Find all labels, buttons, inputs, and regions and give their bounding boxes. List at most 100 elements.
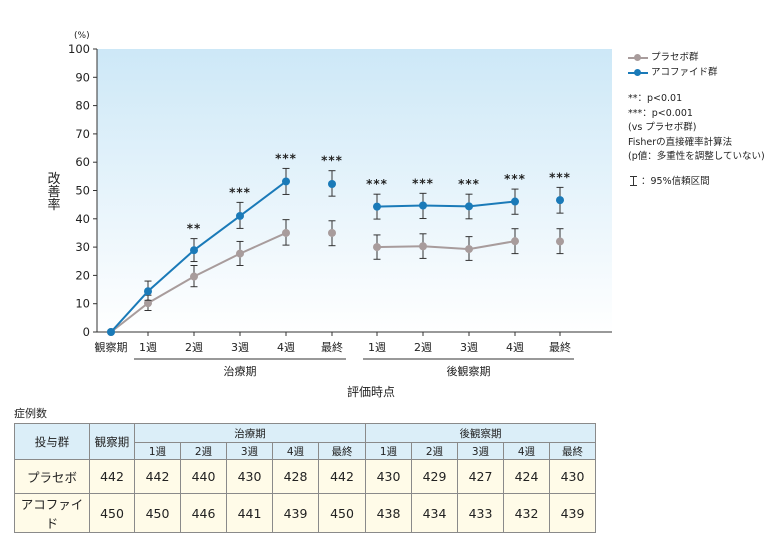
table-cell: 429 <box>411 459 458 494</box>
data-point <box>556 196 564 205</box>
x-tick-label: 4週 <box>277 341 295 354</box>
error-bar-icon <box>630 176 637 186</box>
data-point <box>556 237 564 246</box>
table-cell: 438 <box>365 493 412 533</box>
table-cell: 430 <box>365 459 412 494</box>
y-tick-label: 90 <box>75 70 90 84</box>
legend-placebo-marker <box>628 53 648 63</box>
significance-marker: *** <box>504 172 526 186</box>
y-axis-label: 改善率 <box>45 172 61 211</box>
series-line <box>376 240 516 251</box>
data-point <box>419 242 427 251</box>
note-fisher: Fisherの直接確率計算法 <box>628 136 733 148</box>
data-point <box>328 228 336 237</box>
table-cell: 427 <box>457 459 504 494</box>
table-cell: 446 <box>180 493 227 533</box>
y-unit-label: (%) <box>74 31 90 41</box>
header-treatment: 治療期 <box>134 423 366 443</box>
plot-background <box>97 49 612 333</box>
table-cell: 441 <box>226 493 273 533</box>
improvement-rate-chart: (%) 改善率 評価時点 0 10 20 30 40 50 60 70 80 90 100 観察期 1週… <box>45 31 612 399</box>
y-tick-label: 60 <box>75 155 90 169</box>
y-tick-label: 80 <box>75 99 90 113</box>
subheader-cell: 4週 <box>503 442 550 460</box>
y-tick-label: 30 <box>75 240 90 254</box>
table-cell: 442 <box>318 459 366 494</box>
y-tick-label: 100 <box>68 42 90 56</box>
ci-label: ：95%信頼区間 <box>641 175 710 187</box>
significance-marker: *** <box>549 170 571 184</box>
table-cell: 450 <box>318 493 366 533</box>
data-point <box>190 246 198 255</box>
table-header-row: 投与群 観察期 治療期 後観察期 <box>14 423 596 460</box>
x-tick-label: 3週 <box>231 341 249 354</box>
significance-marker: *** <box>275 151 297 165</box>
series-line <box>376 200 516 208</box>
data-point <box>511 197 519 206</box>
table-cell: 424 <box>503 459 550 494</box>
y-tick-label: 10 <box>75 297 90 311</box>
table-cell: 442 <box>89 459 135 494</box>
table-cell: 440 <box>180 459 227 494</box>
series-0 <box>107 219 564 336</box>
row-name: プラセボ <box>14 459 90 494</box>
row-name: アコファイド <box>14 493 90 533</box>
subheader-cell: 2週 <box>180 442 227 460</box>
data-point <box>190 272 198 281</box>
x-tick-label: 2週 <box>414 341 432 354</box>
note-vs-placebo: (vs プラセボ群) <box>628 122 697 133</box>
table-cell: 428 <box>272 459 319 494</box>
y-tick-label: 20 <box>75 268 90 282</box>
data-point <box>236 211 244 220</box>
table-cell: 450 <box>89 493 135 533</box>
note-p001: **：p<0.01 <box>628 93 683 104</box>
significance-marker: *** <box>412 176 434 190</box>
table-cell: 430 <box>226 459 273 494</box>
legend-placebo-label: プラセボ群 <box>651 52 699 63</box>
significance-notes: **：p<0.01 ***：p<0.001 (vs プラセボ群) Fisherの… <box>628 92 770 165</box>
significance-marker: *** <box>366 177 388 191</box>
y-tick-label: 0 <box>83 325 90 339</box>
table-cell: 442 <box>134 459 181 494</box>
data-point <box>373 243 381 252</box>
header-group: 投与群 <box>14 423 90 460</box>
data-point <box>107 328 115 336</box>
data-point <box>419 201 427 210</box>
significance-marker: *** <box>229 185 251 199</box>
table-row: アコファイド 450 450 446 441 439 450 438 434 4… <box>14 493 596 533</box>
data-point <box>282 228 290 237</box>
table-row: プラセボ 442 442 440 430 428 442 430 429 427… <box>14 459 596 494</box>
table-cell: 450 <box>134 493 181 533</box>
subheader-cell: 3週 <box>457 442 504 460</box>
x-tick-label: 2週 <box>185 341 203 354</box>
table-cell: 434 <box>411 493 458 533</box>
significance-marker: *** <box>321 154 343 168</box>
subheader-cell: 3週 <box>226 442 273 460</box>
x-axis-label: 評価時点 <box>347 384 395 399</box>
data-point <box>511 237 519 246</box>
period-label: 後観察期 <box>447 364 491 378</box>
table-cell: 433 <box>457 493 504 533</box>
subheader-cell: 2週 <box>411 442 458 460</box>
ci-legend: ：95%信頼区間 <box>628 174 770 189</box>
legend-acofide-marker <box>628 68 648 78</box>
data-point <box>144 299 152 308</box>
significance-marker: ** <box>187 222 202 236</box>
legend-item-placebo: プラセボ群 <box>628 50 770 65</box>
subheader-cell: 1週 <box>134 442 181 460</box>
y-tick-label: 70 <box>75 127 90 141</box>
data-point <box>465 202 473 211</box>
x-tick-label: 1週 <box>139 341 157 354</box>
series-1 <box>107 167 564 336</box>
legend-acofide-label: アコファイド群 <box>651 67 718 78</box>
header-post-observation: 後観察期 <box>365 423 596 443</box>
subheader-cell: 最終 <box>318 442 366 460</box>
table-subheader-row: 1週 2週 3週 4週 最終 1週 2週 3週 4週 最終 <box>15 442 596 460</box>
table-cell: 430 <box>549 459 596 494</box>
table-cell: 439 <box>272 493 319 533</box>
x-tick-label: 1週 <box>368 341 386 354</box>
case-count-table: 投与群 観察期 治療期 後観察期 1週 2週 3週 4週 最終 1週 2週 3週… <box>14 423 596 533</box>
table-cell: 439 <box>549 493 596 533</box>
data-point <box>236 249 244 258</box>
x-tick-label: 最終 <box>549 340 571 354</box>
